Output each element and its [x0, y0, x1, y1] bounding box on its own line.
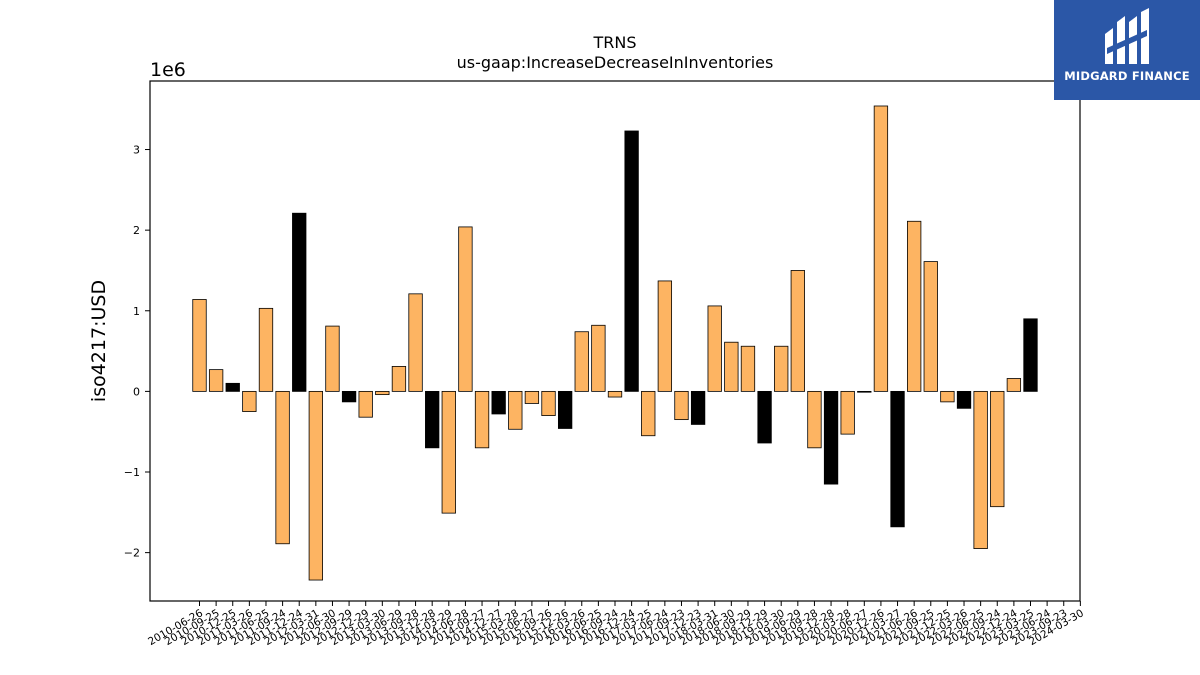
y-tick-label: 3 [133, 144, 140, 157]
bar [308, 390, 323, 581]
bar [192, 299, 207, 392]
bar [907, 220, 922, 392]
chart-title: TRNS [592, 33, 636, 52]
bar [541, 390, 556, 416]
bar [624, 130, 639, 392]
bar [774, 345, 789, 392]
bar [341, 390, 357, 403]
bar [690, 390, 706, 425]
bar [890, 390, 905, 528]
bar [275, 390, 290, 545]
bar [242, 390, 257, 412]
bar [973, 390, 988, 550]
bar [940, 390, 955, 403]
bar [258, 307, 274, 392]
bar [1023, 318, 1038, 392]
bar [641, 390, 656, 437]
bar [292, 212, 307, 392]
bar [990, 390, 1005, 508]
bar [757, 390, 772, 444]
bar [840, 390, 855, 435]
bar [408, 293, 423, 392]
bar [873, 105, 889, 392]
bar [574, 331, 589, 392]
bar [208, 369, 224, 392]
bar [225, 382, 240, 392]
bar [707, 305, 722, 392]
bar [508, 390, 523, 430]
y-axis-label: iso4217:USD [88, 280, 110, 402]
plot-frame [149, 80, 1081, 602]
chart-subtitle: us-gaap:IncreaseDecreaseInInventories [457, 53, 774, 72]
bar [358, 390, 373, 418]
bar [375, 390, 390, 396]
bar [591, 324, 606, 392]
bar [425, 390, 440, 449]
bar [557, 390, 573, 429]
bar [458, 226, 473, 392]
bar [724, 341, 739, 392]
bar [524, 390, 540, 404]
y-tick-label: 1 [133, 305, 140, 318]
bar [607, 390, 623, 398]
bar [923, 261, 938, 392]
logo: MIDGARD FINANCE [1054, 0, 1200, 100]
bar [807, 390, 822, 449]
bar [441, 390, 456, 514]
y-tick-label: −1 [124, 466, 140, 479]
logo-text: MIDGARD FINANCE [1064, 69, 1190, 83]
bar [674, 390, 689, 421]
bar [1006, 378, 1022, 392]
bar [956, 390, 972, 409]
bar [657, 280, 673, 392]
bar [857, 390, 872, 393]
bar [740, 345, 756, 392]
bar [325, 325, 340, 392]
bar [790, 270, 805, 392]
bar [474, 390, 490, 449]
y-tick-label: 0 [133, 385, 140, 398]
bar [391, 365, 407, 392]
y-offset-text: 1e6 [150, 59, 186, 81]
logo-mark-icon [1105, 8, 1149, 64]
bar [491, 390, 506, 415]
y-tick-label: 2 [133, 224, 140, 237]
y-tick-label: −2 [124, 547, 140, 560]
bar [823, 390, 839, 485]
